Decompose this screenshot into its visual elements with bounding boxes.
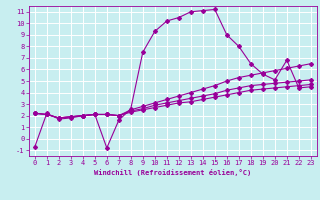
X-axis label: Windchill (Refroidissement éolien,°C): Windchill (Refroidissement éolien,°C)	[94, 169, 252, 176]
